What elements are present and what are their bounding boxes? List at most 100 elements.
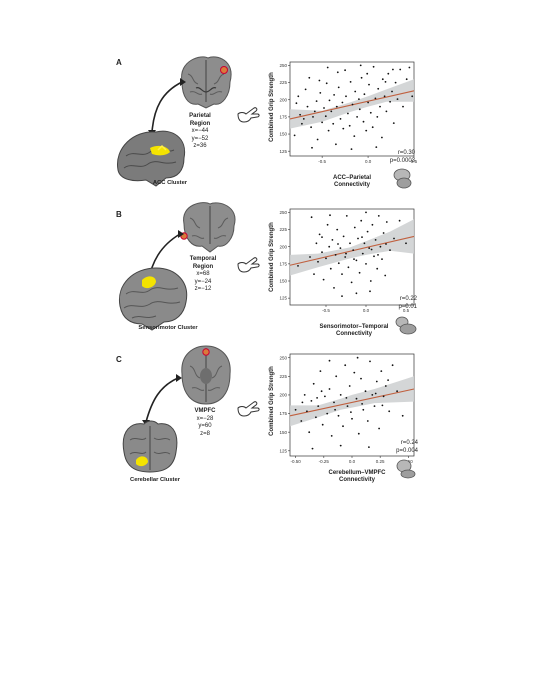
data-point [411, 95, 414, 98]
data-point [345, 95, 347, 98]
data-point [319, 92, 322, 94]
data-point [360, 377, 362, 380]
data-point [377, 215, 380, 217]
data-point [333, 94, 335, 96]
data-point [405, 78, 408, 81]
data-point [408, 66, 411, 69]
data-point [359, 64, 362, 67]
data-point [303, 394, 306, 396]
x-tick-label: 0.0 [363, 308, 370, 313]
data-point [317, 405, 320, 407]
region-label-a: Parietal Region x=−44 y=−52 z=36 [189, 113, 211, 149]
data-point [345, 397, 348, 399]
data-point [310, 216, 313, 219]
data-point [308, 76, 311, 79]
y-tick-label: 250 [279, 210, 287, 215]
data-point [321, 423, 324, 426]
data-point [368, 247, 371, 249]
x-tick-label: 0.0 [365, 159, 372, 164]
y-axis-label-c: Combined Grip Strength [269, 366, 275, 436]
data-point [330, 435, 333, 437]
brain-icon-b [395, 316, 417, 335]
data-point [355, 292, 358, 295]
data-point [358, 271, 361, 274]
data-point [350, 411, 352, 413]
data-point [332, 122, 335, 125]
data-point [368, 83, 370, 86]
data-point [339, 444, 342, 447]
y-tick-label: 225 [279, 227, 287, 232]
y-tick-label: 200 [279, 97, 287, 102]
data-point [351, 103, 354, 106]
data-point [350, 148, 353, 150]
panel-letter-b: B [116, 210, 122, 219]
data-point [379, 245, 382, 248]
data-point [311, 146, 313, 149]
brain-images-b [118, 202, 236, 331]
data-point [385, 221, 388, 223]
x-tick-label: 0.5 [411, 159, 418, 164]
data-point [309, 256, 311, 258]
data-point [368, 446, 370, 448]
data-point [311, 447, 314, 450]
axial-brain-image [181, 345, 231, 405]
p-value-a: p=0.0003 [389, 157, 415, 164]
data-point [357, 237, 359, 240]
data-point [355, 259, 358, 262]
data-point [328, 359, 331, 362]
data-point [318, 79, 321, 82]
data-point [342, 127, 345, 130]
data-point [329, 214, 331, 217]
data-point [300, 420, 303, 422]
y-tick-label: 250 [279, 63, 287, 68]
data-point [366, 420, 369, 422]
data-point [335, 105, 338, 108]
data-point [342, 425, 344, 428]
data-point [381, 78, 384, 81]
data-point [399, 68, 402, 71]
data-point [398, 219, 401, 222]
y-tick-label: 150 [279, 279, 287, 284]
cluster-label-c: Cerebellar Cluster [130, 477, 180, 483]
data-point [342, 235, 345, 238]
data-point [396, 390, 398, 393]
data-point [325, 82, 328, 85]
r-value-c: r=0.24 [400, 440, 418, 446]
data-point [379, 105, 381, 108]
brain-images-c [122, 345, 231, 473]
data-point [383, 95, 386, 98]
data-point [367, 101, 369, 104]
connection-arrow [151, 81, 183, 133]
x-tick-label: -0.5 [318, 159, 326, 164]
data-point [381, 404, 384, 407]
data-point [360, 219, 363, 222]
r-value-b: r=0.22 [399, 296, 417, 302]
data-point [378, 427, 380, 430]
data-point [345, 215, 348, 217]
x-axis-label-a: ACC–Parietal Connectivity [332, 175, 371, 188]
data-point [405, 242, 407, 245]
data-point [372, 65, 375, 68]
data-point [377, 254, 379, 256]
data-point [299, 113, 301, 116]
data-point [333, 287, 335, 289]
data-point [318, 233, 321, 236]
data-point [353, 226, 356, 229]
data-point [335, 143, 337, 146]
data-point [350, 281, 353, 284]
data-point [381, 258, 383, 260]
data-point [341, 101, 344, 104]
y-tick-label: 250 [279, 355, 287, 360]
data-point [326, 66, 329, 69]
data-point [363, 242, 366, 245]
data-point [353, 371, 356, 374]
data-point [344, 364, 347, 367]
data-point [352, 249, 355, 251]
data-point [389, 249, 391, 251]
y-axis-label-a: Combined Grip Strength [269, 72, 275, 142]
data-point [297, 95, 300, 98]
data-point [357, 432, 360, 435]
y-tick-label: 200 [279, 244, 287, 249]
data-point [337, 414, 340, 417]
stats-c: r=0.24 p=0.004 [383, 440, 418, 455]
